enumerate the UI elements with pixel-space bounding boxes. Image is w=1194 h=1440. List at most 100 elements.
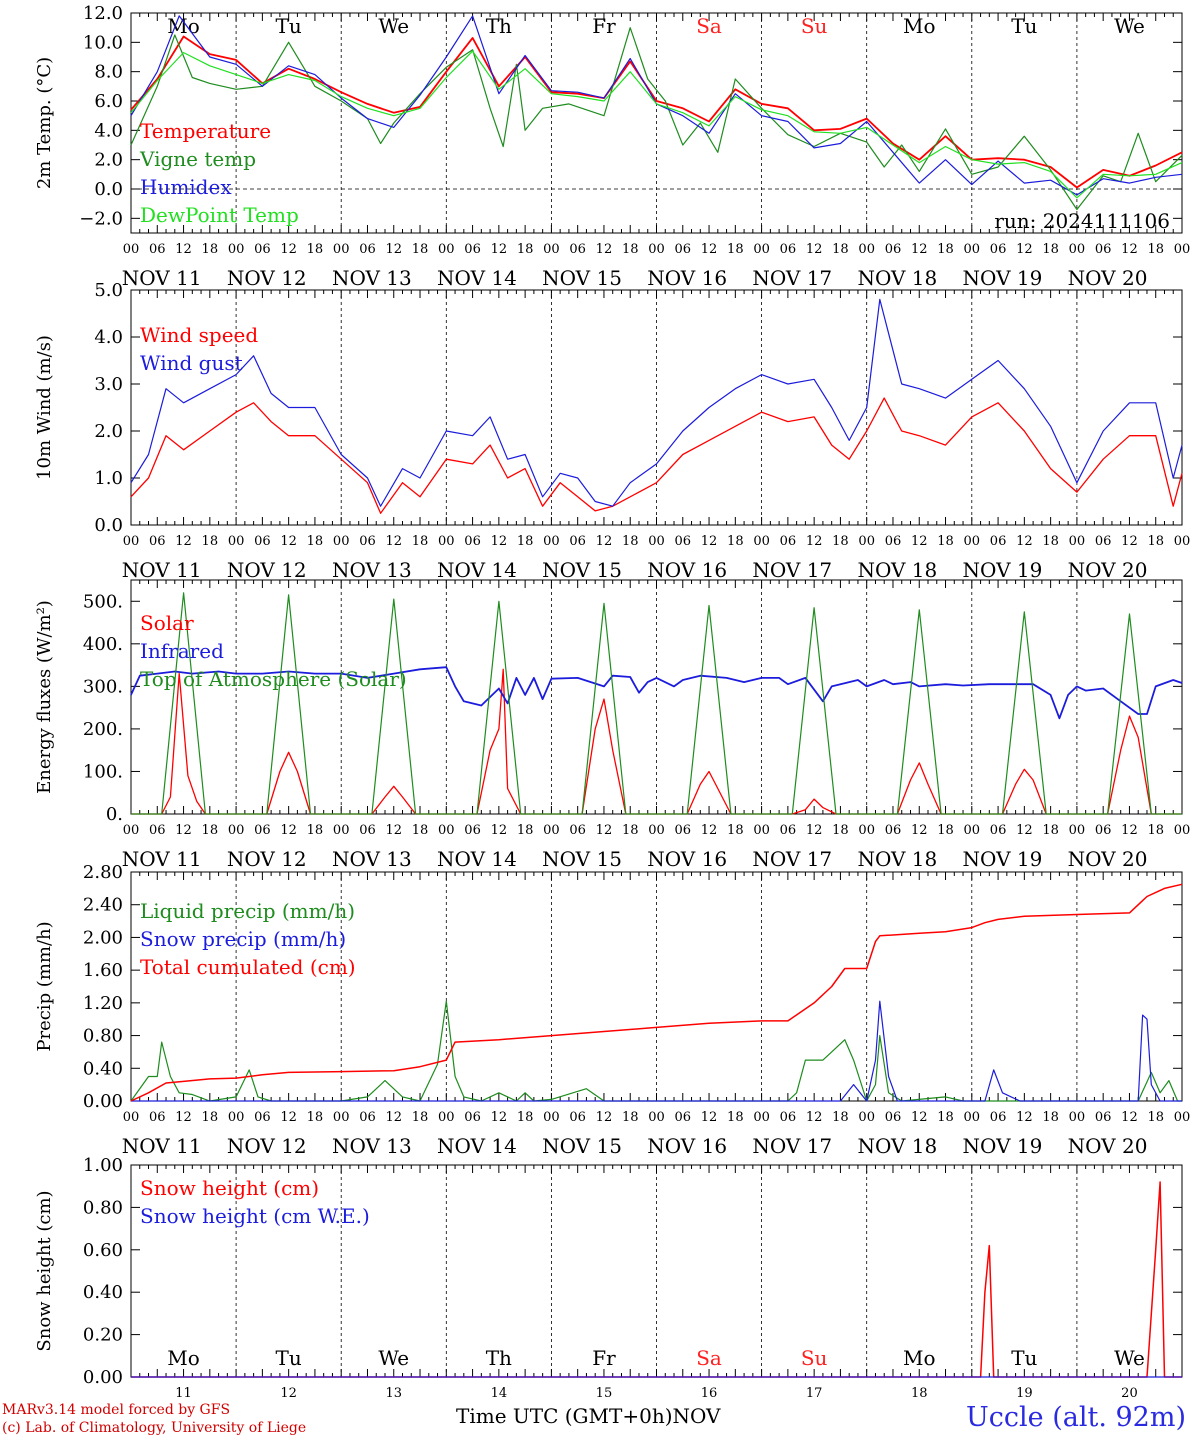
y-tick-label: 12.0 bbox=[83, 3, 123, 24]
day-number-label: 18 bbox=[911, 1386, 928, 1401]
hour-tick-label: 00 bbox=[964, 534, 981, 549]
day-label: NOV 11 bbox=[122, 266, 202, 290]
hour-tick-label: 12 bbox=[491, 242, 508, 257]
hour-tick-label: 00 bbox=[1174, 242, 1191, 257]
y-tick-label: 4.0 bbox=[94, 120, 123, 141]
legend-entry: Snow height (cm W.E.) bbox=[140, 1204, 370, 1228]
y-tick-label: 0.20 bbox=[83, 1325, 123, 1346]
hour-tick-label: 06 bbox=[359, 242, 376, 257]
hour-tick-label: 06 bbox=[885, 1110, 902, 1125]
hour-tick-label: 18 bbox=[622, 1110, 639, 1125]
hour-tick-label: 12 bbox=[175, 823, 192, 838]
day-label: NOV 13 bbox=[332, 847, 412, 871]
hour-tick-label: 00 bbox=[858, 534, 875, 549]
hour-tick-label: 00 bbox=[753, 534, 770, 549]
series-line-total-cumulated-cm- bbox=[130, 883, 1183, 1102]
weekday-label: Tu bbox=[276, 1346, 302, 1370]
weekday-label: Mo bbox=[903, 14, 936, 38]
hour-tick-label: 06 bbox=[1095, 534, 1112, 549]
y-tick-label: 0.80 bbox=[83, 1026, 123, 1047]
hour-tick-label: 00 bbox=[438, 534, 455, 549]
model-credit: MARv3.14 model forced by GFS bbox=[2, 1402, 231, 1418]
hour-tick-label: 00 bbox=[1069, 534, 1086, 549]
hour-tick-label: 18 bbox=[412, 823, 429, 838]
hour-tick-label: 12 bbox=[385, 242, 402, 257]
day-label: NOV 15 bbox=[542, 1134, 622, 1158]
hour-tick-label: 00 bbox=[1174, 823, 1191, 838]
hour-tick-label: 06 bbox=[254, 823, 271, 838]
hour-tick-label: 12 bbox=[1016, 534, 1033, 549]
series-line-vigne-temp bbox=[130, 27, 1183, 211]
series-line-wind-gust bbox=[130, 298, 1183, 507]
hour-tick-label: 18 bbox=[1042, 823, 1059, 838]
y-tick-label: 0.0 bbox=[94, 179, 123, 200]
hour-tick-label: 12 bbox=[385, 1110, 402, 1125]
day-label: NOV 12 bbox=[227, 847, 307, 871]
hour-tick-label: 12 bbox=[491, 823, 508, 838]
day-number-label: 13 bbox=[385, 1386, 402, 1401]
hour-tick-label: 18 bbox=[412, 534, 429, 549]
y-tick-label: 0.60 bbox=[83, 1240, 123, 1261]
day-label: NOV 17 bbox=[752, 847, 832, 871]
hour-tick-label: 18 bbox=[937, 534, 954, 549]
hour-tick-label: 06 bbox=[254, 534, 271, 549]
day-label: NOV 15 bbox=[542, 266, 622, 290]
hour-tick-label: 18 bbox=[202, 823, 219, 838]
legend-entry: Snow precip (mm/h) bbox=[140, 927, 346, 951]
hour-tick-label: 12 bbox=[280, 823, 297, 838]
y-tick-label: 400. bbox=[83, 634, 123, 655]
hour-tick-label: 00 bbox=[753, 823, 770, 838]
hour-tick-label: 00 bbox=[123, 534, 140, 549]
hour-tick-label: 00 bbox=[1174, 534, 1191, 549]
day-number-label: 16 bbox=[701, 1386, 718, 1401]
day-label: NOV 11 bbox=[122, 558, 202, 582]
day-label: NOV 13 bbox=[332, 558, 412, 582]
legend-entry: Liquid precip (mm/h) bbox=[140, 899, 355, 923]
y-tick-label: −2.0 bbox=[79, 208, 123, 229]
weekday-label: We bbox=[1114, 1346, 1145, 1370]
day-label: NOV 20 bbox=[1068, 1134, 1148, 1158]
hour-tick-label: 00 bbox=[123, 1110, 140, 1125]
y-axis-label: Precip (mm/h) bbox=[34, 921, 55, 1051]
hour-tick-label: 18 bbox=[727, 823, 744, 838]
hour-tick-label: 00 bbox=[858, 1110, 875, 1125]
day-label: NOV 14 bbox=[437, 847, 517, 871]
legend-entry: Solar bbox=[140, 611, 194, 635]
legend-entry: Total cumulated (cm) bbox=[140, 955, 356, 979]
day-number-label: 14 bbox=[491, 1386, 508, 1401]
weekday-label: We bbox=[378, 14, 409, 38]
day-number-label: 19 bbox=[1016, 1386, 1033, 1401]
hour-tick-label: 00 bbox=[543, 534, 560, 549]
weekday-label: Mo bbox=[903, 1346, 936, 1370]
y-tick-label: 0.0 bbox=[94, 515, 123, 536]
day-label: NOV 16 bbox=[647, 1134, 727, 1158]
hour-tick-label: 18 bbox=[622, 534, 639, 549]
hour-tick-label: 00 bbox=[438, 823, 455, 838]
hour-tick-label: 12 bbox=[596, 823, 613, 838]
hour-tick-label: 12 bbox=[175, 242, 192, 257]
y-tick-label: 8.0 bbox=[94, 62, 123, 83]
panel-5: 1.00 0.80 0.60 0.40 0.20 0.00 Snow height (cm)… bbox=[34, 1155, 1183, 1401]
hour-tick-label: 18 bbox=[1042, 534, 1059, 549]
hour-tick-label: 06 bbox=[990, 1110, 1007, 1125]
hour-tick-label: 00 bbox=[648, 534, 665, 549]
series-line-top-of-atmosphere-solar- bbox=[131, 592, 1182, 815]
panel-4: 2.80 2.40 2.00 1.60 1.20 0.80 0.40 0.00 Precip (… bbox=[34, 862, 1190, 1158]
hour-tick-label: 06 bbox=[675, 823, 692, 838]
hour-tick-label: 18 bbox=[307, 823, 324, 838]
hour-tick-label: 12 bbox=[911, 242, 928, 257]
hour-tick-label: 18 bbox=[517, 534, 534, 549]
day-label: NOV 20 bbox=[1068, 847, 1148, 871]
hour-tick-label: 06 bbox=[780, 1110, 797, 1125]
day-label: NOV 12 bbox=[227, 1134, 307, 1158]
x-axis-label: Time UTC (GMT+0h)NOV bbox=[456, 1404, 721, 1428]
hour-tick-label: 00 bbox=[228, 534, 245, 549]
hour-tick-label: 18 bbox=[1042, 1110, 1059, 1125]
hour-tick-label: 00 bbox=[964, 1110, 981, 1125]
weekday-label: Tu bbox=[276, 14, 302, 38]
hour-tick-label: 18 bbox=[832, 534, 849, 549]
y-tick-label: 5.0 bbox=[94, 280, 123, 301]
station-name: Uccle (alt. 92m) bbox=[966, 1402, 1186, 1433]
day-label: NOV 15 bbox=[542, 558, 622, 582]
hour-tick-label: 18 bbox=[937, 1110, 954, 1125]
